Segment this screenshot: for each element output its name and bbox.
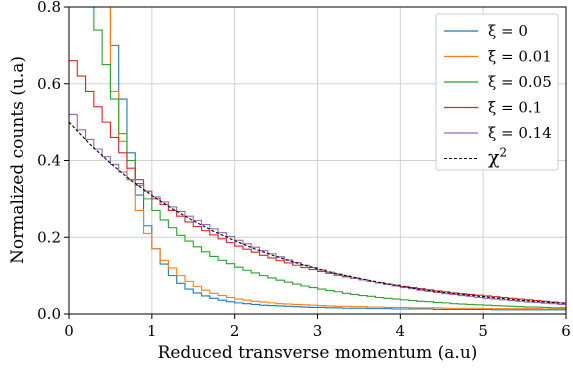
x-tick-label: 5	[478, 322, 488, 340]
series-line-1	[101, 7, 566, 310]
legend-label-4: ξ = 0.14	[488, 124, 552, 142]
legend-label-5: χ2	[488, 146, 507, 169]
x-tick-label: 1	[147, 322, 157, 340]
y-tick-label: 0.0	[37, 305, 61, 323]
y-tick-label: 0.4	[37, 152, 61, 170]
x-tick-label: 6	[561, 322, 571, 340]
x-tick-label: 3	[313, 322, 323, 340]
legend-label-0: ξ = 0	[488, 22, 528, 40]
x-axis-label: Reduced transverse momentum (a.u)	[158, 343, 478, 363]
legend: ξ = 0 ξ = 0.01 ξ = 0.05 ξ = 0.1 ξ = 0.14 χ2	[435, 13, 559, 171]
ticks: 0 1 2 3 4 5 6 0.0 0.2 0.4 0.6 0.8	[37, 0, 571, 340]
y-axis-label: Normalized counts (u.a)	[8, 56, 28, 264]
legend-label-2: ξ = 0.05	[488, 73, 552, 91]
series-group	[69, 7, 566, 311]
legend-label-3: ξ = 0.1	[488, 99, 542, 117]
series-line-3	[69, 60, 566, 304]
y-tick-label: 0.2	[37, 228, 61, 246]
series-line-2	[93, 7, 566, 309]
y-tick-label: 0.6	[37, 75, 61, 93]
y-tick-label: 0.8	[37, 0, 61, 16]
legend-label-1: ξ = 0.01	[488, 48, 552, 66]
chi2-curve	[69, 121, 566, 304]
x-tick-label: 4	[396, 322, 406, 340]
legend-box	[435, 13, 559, 171]
x-tick-label: 2	[230, 322, 240, 340]
x-tick-label: 0	[64, 322, 74, 340]
